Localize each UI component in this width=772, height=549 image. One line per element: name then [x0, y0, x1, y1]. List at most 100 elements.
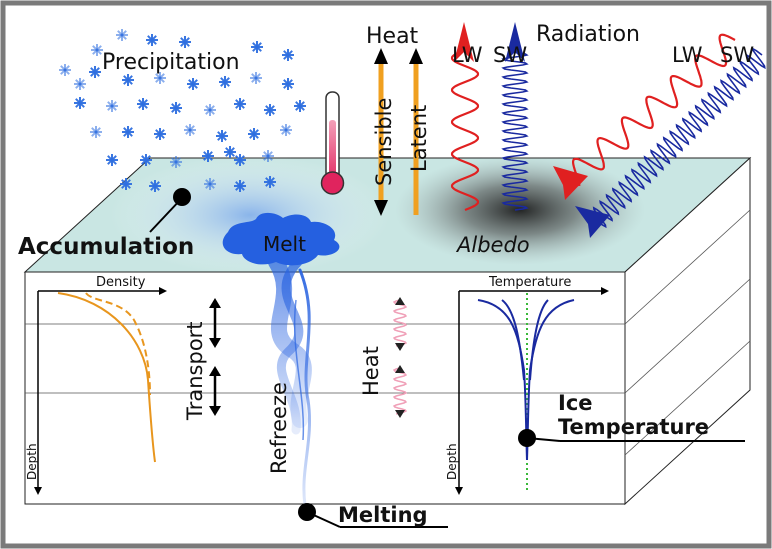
snowflake-icon [204, 104, 216, 116]
lw-label-diagonal: LW [672, 43, 703, 67]
layer-line [624, 209, 751, 325]
snowflake-icon [234, 98, 246, 110]
heat-wave-arrowhead [395, 365, 405, 373]
snow-front-face [24, 271, 626, 505]
density-profile [34, 287, 167, 495]
snowflake-icon [282, 78, 294, 90]
sensible-heat-arrow [374, 48, 388, 216]
snowflake-field [59, 29, 306, 192]
snowflake-icon [59, 64, 71, 76]
incoming-longwave-wave [572, 33, 736, 187]
melting-label: Melting [338, 503, 428, 527]
accumulation-dot [173, 188, 191, 206]
latent-heat-arrow [409, 48, 423, 215]
lw-label-vertical: LW [452, 43, 483, 67]
temperature-axis-label: Temperature [488, 275, 571, 290]
snowflake-icon [179, 36, 191, 48]
snowflake-icon [251, 41, 263, 53]
snowflake-icon [154, 128, 166, 140]
snowflake-icon [184, 124, 196, 136]
depth-label-right: Depth [445, 443, 459, 480]
sw-label-diagonal: SW [720, 43, 754, 67]
latent-label: Latent [407, 105, 431, 172]
meltwater-percolation [268, 254, 312, 507]
incoming-shortwave-wave [587, 47, 766, 229]
transport-arrows [209, 298, 221, 416]
snowflake-icon [89, 66, 101, 78]
melt-pool [222, 212, 340, 266]
thermometer-icon [320, 91, 345, 195]
snowflake-icon [224, 146, 236, 158]
albedo-label: Albedo [455, 233, 530, 257]
accumulation-marker [149, 188, 191, 233]
snowflake-icon [116, 29, 128, 41]
outgoing-longwave-wave [450, 50, 480, 212]
precipitation-label: Precipitation [102, 50, 240, 75]
snowflake-icon [264, 104, 276, 116]
snowflake-icon [204, 178, 216, 190]
heat-conduction-wave [392, 367, 408, 415]
melt-label: Melt [263, 232, 306, 256]
depth-label-left: Depth [25, 443, 39, 480]
snowflake-icon [262, 150, 274, 162]
snowflake-icon [106, 154, 118, 166]
snowflake-icon [90, 126, 102, 138]
snowflake-icon [122, 74, 134, 86]
transport-label: Transport [183, 321, 207, 421]
ice-temperature-label-line2: Temperature [558, 415, 709, 439]
sensible-label: Sensible [372, 98, 396, 186]
snowflake-icon [149, 180, 161, 192]
heat-conduction-label: Heat [359, 346, 383, 396]
snowflake-icon [122, 126, 134, 138]
snowflake-icon [282, 49, 294, 61]
density-label: Density [96, 275, 146, 290]
ice-temperature-label-line1: Ice [558, 391, 593, 415]
refreeze-label: Refreeze [267, 382, 291, 474]
density-curve-dashed [85, 292, 151, 396]
snowflake-icon [280, 124, 292, 136]
incoming-shortwave-arrowhead [575, 206, 610, 238]
snowflake-icon [264, 176, 276, 188]
snowflake-icon [202, 150, 214, 162]
snowflake-icon [106, 100, 118, 112]
layer-line [624, 340, 751, 456]
accumulation-label: Accumulation [18, 234, 194, 260]
heat-wave-arrowhead [395, 410, 405, 418]
heat-wave-arrowhead [395, 297, 405, 305]
snowflake-icon [219, 76, 231, 88]
snowflake-icon [248, 128, 260, 140]
snowflake-icon [120, 178, 132, 190]
melting-marker [298, 503, 448, 528]
radiation-title: Radiation [536, 22, 640, 47]
density-curve-solid [57, 292, 156, 463]
snowpack-block [23, 155, 752, 506]
snowflake-icon [137, 98, 149, 110]
outgoing-shortwave-wave [501, 51, 529, 211]
snowflake-icon [234, 180, 246, 192]
incoming-longwave-arrowhead [553, 166, 588, 200]
double-arrow-icon [209, 366, 221, 416]
ice-temperature-marker [518, 429, 745, 447]
snow-side-face [624, 156, 751, 506]
snowflake-icon [187, 78, 199, 90]
sw-label-vertical: SW [493, 43, 527, 67]
outgoing-longwave-arrowhead [454, 22, 474, 62]
snowflake-icon [170, 156, 182, 168]
heat-wave-arrowhead [395, 343, 405, 351]
heat-conduction-wave [392, 299, 408, 347]
heat-flux-title: Heat [366, 24, 419, 49]
layer-line [624, 278, 751, 394]
temperature-curve [501, 299, 525, 381]
snowflake-icon [234, 154, 246, 166]
snowflake-icon [140, 154, 152, 166]
outgoing-shortwave-arrowhead [505, 22, 525, 62]
snowflake-icon [250, 72, 262, 84]
snowflake-icon [294, 100, 306, 112]
snowflake-icon [91, 44, 103, 56]
snowflake-icon [74, 97, 86, 109]
snowflake-icon [170, 102, 182, 114]
double-arrow-icon [209, 298, 221, 348]
snowflake-icon [74, 78, 86, 90]
snowflake-icon [216, 130, 228, 142]
